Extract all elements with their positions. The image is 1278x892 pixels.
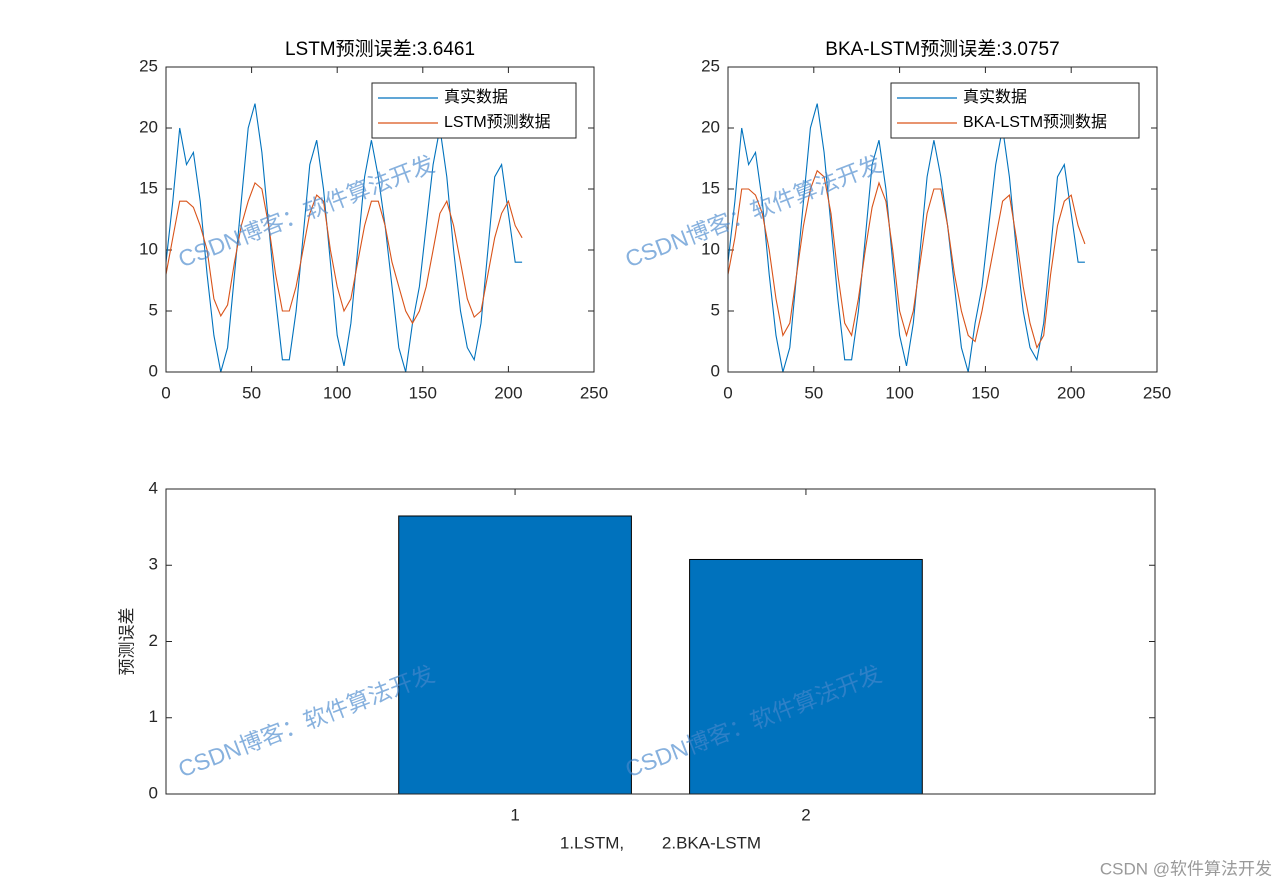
- legend-label: 真实数据: [444, 88, 508, 106]
- x-tick-label: 250: [580, 383, 608, 402]
- x-tick-label: 1: [510, 805, 519, 824]
- y-tick-label: 20: [139, 117, 158, 136]
- x-tick-label: 150: [409, 383, 437, 402]
- axes-frame: [165, 66, 595, 373]
- y-tick-label: 5: [711, 300, 720, 319]
- y-tick-label: 0: [149, 783, 158, 802]
- legend-label: 真实数据: [963, 88, 1027, 106]
- y-tick-label: 25: [701, 56, 720, 75]
- x-tick-label: 100: [323, 383, 351, 402]
- chart-title: BKA-LSTM预测误差:3.0757: [825, 38, 1059, 60]
- legend-box: [371, 82, 577, 139]
- legend-label: BKA-LSTM预测数据: [963, 113, 1107, 131]
- y-tick-label: 5: [149, 300, 158, 319]
- chart-title: LSTM预测误差:3.6461: [285, 38, 475, 60]
- x-tick-label: 250: [1143, 383, 1171, 402]
- chart: 0 50 100 150 200 250 0 5 10 15 20 25 LSTM预测误差:3.6461…: [139, 38, 608, 402]
- data-line: [165, 103, 523, 373]
- plot-area: [166, 489, 1155, 794]
- x-tick-label: 100: [885, 383, 913, 402]
- y-tick-label: 20: [701, 117, 720, 136]
- y-tick-label: 10: [139, 239, 158, 258]
- y-tick-label: 0: [149, 361, 158, 380]
- y-axis-label: 预测误差: [118, 608, 138, 676]
- x-tick-label: 50: [242, 383, 261, 402]
- x-tick-label: 50: [804, 383, 823, 402]
- x-tick-label: 200: [494, 383, 522, 402]
- data-line: [165, 181, 523, 325]
- chart: 0 50 100 150 200 250 0 5 10 15 20 25 BKA-LSTM预测误差:3.…: [701, 38, 1171, 402]
- y-tick-label: 4: [149, 478, 158, 497]
- chart: 1 2 0 1 2 3 4 1.LSTM, 2.BKA-LSTM 预测误差: [118, 478, 1156, 852]
- axes-frame: [165, 488, 1156, 795]
- y-tick-label: 15: [139, 178, 158, 197]
- y-tick-label: 10: [701, 239, 720, 258]
- x-tick-label: 150: [971, 383, 999, 402]
- x-tick-label: 200: [1057, 383, 1085, 402]
- y-tick-label: 15: [701, 178, 720, 197]
- data-line: [727, 103, 1085, 373]
- y-tick-label: 0: [711, 361, 720, 380]
- y-tick-label: 2: [149, 631, 158, 650]
- x-tick-label: 0: [161, 383, 170, 402]
- axes-frame: [727, 66, 1158, 373]
- bar: [689, 558, 923, 795]
- y-tick-label: 25: [139, 56, 158, 75]
- x-tick-label: 0: [723, 383, 732, 402]
- data-line: [727, 169, 1086, 350]
- bar: [398, 515, 632, 795]
- y-tick-label: 3: [149, 555, 158, 574]
- x-axis-label: 1.LSTM, 2.BKA-LSTM: [560, 833, 761, 852]
- x-tick-label: 2: [801, 805, 810, 824]
- footer: CSDN @软件算法开发: [1100, 859, 1272, 878]
- legend-label: LSTM预测数据: [444, 113, 551, 131]
- y-tick-label: 1: [149, 707, 158, 726]
- legend-box: [890, 82, 1140, 139]
